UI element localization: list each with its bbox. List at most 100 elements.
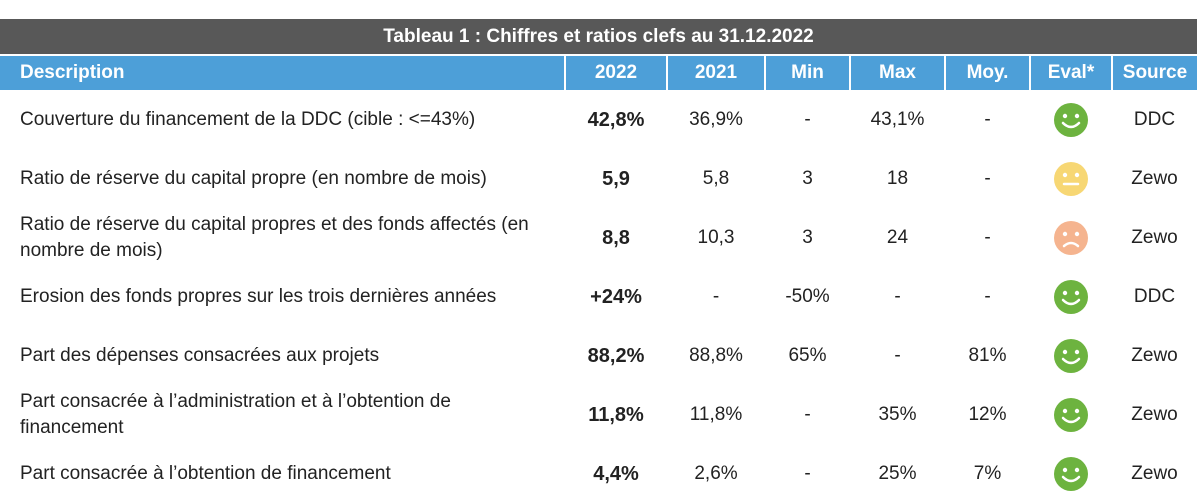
cell: Zewo — [1131, 344, 1178, 366]
table-row: Couverture du financement de la DDC (cib… — [0, 90, 1197, 149]
description-cell: Part consacrée à l’administration et à l… — [20, 390, 451, 438]
eval-icon — [1054, 397, 1088, 432]
header-cell: Max — [849, 56, 945, 90]
eye — [1062, 467, 1068, 472]
cell: 36,9% — [689, 108, 743, 130]
cell: - — [984, 226, 991, 248]
eval-icon — [1054, 279, 1088, 314]
cell: 24 — [886, 226, 909, 248]
eval-cell — [1030, 326, 1112, 385]
cell: 11,8% — [689, 403, 743, 425]
value-cell: 4,4% — [593, 462, 639, 485]
face — [1054, 338, 1088, 373]
eval-icon — [1054, 102, 1088, 137]
cell: - — [804, 403, 811, 425]
eye — [1074, 408, 1080, 413]
eval-cell — [1030, 385, 1112, 444]
cell: - — [894, 285, 901, 307]
table-row: Ratio de réserve du capital propre (en n… — [0, 149, 1197, 208]
mouth — [1061, 298, 1081, 305]
eye — [1062, 408, 1068, 413]
cell: 10,3 — [697, 226, 735, 248]
table-row: Part des dépenses consacrées aux projets… — [0, 326, 1197, 385]
eye — [1062, 113, 1068, 118]
eye — [1074, 231, 1080, 236]
eye — [1074, 349, 1080, 354]
cell: -50% — [785, 285, 830, 307]
cell: 18 — [886, 167, 909, 189]
description-cell: Erosion des fonds propres sur les trois … — [20, 285, 497, 307]
eval-cell — [1030, 208, 1112, 267]
table-row: Part consacrée à l’administration et à l… — [0, 385, 1197, 444]
cell: 3 — [802, 226, 813, 248]
eye — [1062, 231, 1068, 236]
eval-cell — [1030, 444, 1112, 495]
face — [1054, 161, 1088, 196]
eye — [1074, 172, 1080, 177]
cell: 35% — [878, 403, 917, 425]
mouth — [1061, 121, 1081, 128]
eye — [1062, 172, 1068, 177]
header-cell: Min — [764, 56, 850, 90]
header-cell: 2022 — [564, 56, 667, 90]
cell: 88,8% — [689, 344, 743, 366]
eye — [1062, 290, 1068, 295]
cell: 7% — [973, 462, 1002, 484]
cell: 65% — [788, 344, 827, 366]
header-cell: Moy. — [944, 56, 1030, 90]
header-row: Description 2022 2021 Min Max Moy. Eval* Source — [0, 56, 1197, 90]
cell: - — [984, 167, 991, 189]
value-cell: +24% — [590, 285, 642, 308]
header-cell: 2021 — [666, 56, 765, 90]
eval-cell — [1030, 267, 1112, 326]
face — [1054, 102, 1088, 137]
table-row: Part consacrée à l’obtention de financem… — [0, 444, 1197, 495]
eval-icon — [1054, 220, 1088, 255]
mouth — [1061, 475, 1081, 482]
eval-cell — [1030, 149, 1112, 208]
cell: - — [804, 108, 811, 130]
eval-icon — [1054, 338, 1088, 373]
cell: 81% — [968, 344, 1007, 366]
description-cell: Ratio de réserve du capital propre (en n… — [20, 167, 487, 189]
value-cell: 5,9 — [602, 167, 630, 190]
cell: 25% — [878, 462, 917, 484]
mouth — [1061, 357, 1081, 364]
cell: - — [804, 462, 811, 484]
header-cell: Description — [0, 56, 565, 90]
value-cell: 8,8 — [602, 226, 630, 249]
table: Description 2022 2021 Min Max Moy. Eval* Source… — [0, 56, 1197, 495]
cell: 12% — [968, 403, 1007, 425]
cell: Zewo — [1131, 462, 1178, 484]
cell: 2,6% — [694, 462, 738, 484]
cell: DDC — [1133, 108, 1176, 130]
eval-icon — [1054, 456, 1088, 491]
cell: 3 — [802, 167, 813, 189]
cell: Zewo — [1131, 403, 1178, 425]
mouth — [1062, 241, 1080, 247]
header-cell: Eval* — [1029, 56, 1112, 90]
value-cell: 42,8% — [587, 108, 645, 131]
cell: - — [984, 285, 991, 307]
description-cell: Part des dépenses consacrées aux projets — [20, 344, 380, 366]
eval-cell — [1030, 90, 1112, 149]
description-cell: Couverture du financement de la DDC (cib… — [20, 108, 476, 130]
cell: - — [894, 344, 901, 366]
face — [1054, 456, 1088, 491]
cell: 5,8 — [702, 167, 730, 189]
eye — [1074, 467, 1080, 472]
face — [1054, 220, 1088, 255]
table-row: Erosion des fonds propres sur les trois … — [0, 267, 1197, 326]
cell: 43,1% — [870, 108, 925, 130]
description-cell: Ratio de réserve du capital propres et d… — [20, 213, 529, 261]
table-row: Ratio de réserve du capital propres et d… — [0, 208, 1197, 267]
table-title: Tableau 1 : Chiffres et ratios clefs au … — [0, 19, 1197, 54]
value-cell: 11,8% — [588, 403, 644, 426]
cell: - — [984, 108, 991, 130]
face — [1054, 279, 1088, 314]
cell: Zewo — [1131, 226, 1178, 248]
table-body: Couverture du financement de la DDC (cib… — [0, 90, 1197, 495]
eval-icon — [1054, 161, 1088, 196]
eye — [1074, 290, 1080, 295]
